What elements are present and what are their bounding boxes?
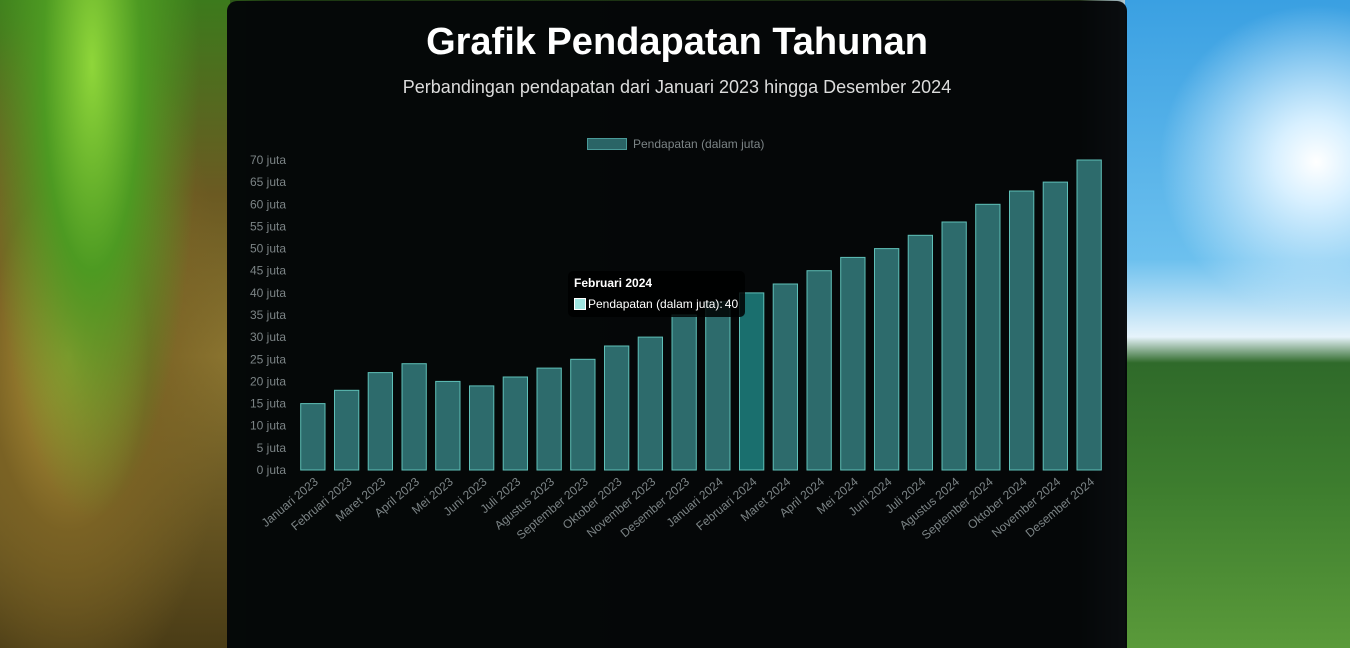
legend-label: Pendapatan (dalam juta)	[633, 137, 765, 151]
background-right-scenery	[1125, 0, 1350, 648]
bar-november-2024[interactable]	[1042, 181, 1069, 471]
tooltip-swatch	[574, 298, 586, 310]
background-left-scenery	[0, 0, 230, 648]
bar-juli-2024[interactable]	[907, 234, 934, 471]
bar-desember-2024[interactable]	[1076, 159, 1102, 471]
chart-panel: Grafik Pendapatan Tahunan Perbandingan p…	[227, 1, 1127, 648]
bar-november-2023[interactable]	[637, 336, 664, 471]
chart-tooltip: Februari 2024 Pendapatan (dalam juta): 4…	[568, 271, 745, 317]
bar-januari-2023[interactable]	[300, 403, 326, 471]
bar-agustus-2023[interactable]	[536, 367, 562, 471]
bar-april-2023[interactable]	[401, 363, 427, 471]
bar-september-2024[interactable]	[975, 203, 1001, 471]
bar-agustus-2024[interactable]	[941, 221, 967, 471]
bar-februari-2023[interactable]	[334, 389, 360, 471]
bar-juli-2023[interactable]	[502, 376, 529, 471]
bar-maret-2023[interactable]	[367, 372, 393, 471]
chart-legend[interactable]: Pendapatan (dalam juta)	[587, 136, 764, 152]
y-tick-label: 25 juta	[250, 352, 286, 366]
y-tick-label: 30 juta	[250, 330, 286, 344]
y-tick-label: 50 juta	[250, 242, 286, 256]
y-tick-label: 15 juta	[250, 397, 286, 411]
legend-swatch	[587, 138, 627, 150]
page-title: Grafik Pendapatan Tahunan	[426, 21, 928, 63]
y-tick-label: 35 juta	[250, 308, 286, 322]
bar-desember-2023[interactable]	[671, 314, 697, 471]
bar-maret-2024[interactable]	[772, 283, 799, 471]
y-tick-label: 45 juta	[250, 264, 286, 278]
y-tick-label: 40 juta	[250, 286, 286, 300]
y-tick-label: 20 juta	[250, 374, 286, 388]
bar-mei-2023[interactable]	[435, 380, 461, 471]
bar-april-2024[interactable]	[806, 270, 832, 471]
page-subtitle: Perbandingan pendapatan dari Januari 202…	[402, 77, 952, 97]
bar-januari-2024[interactable]	[705, 301, 731, 471]
y-tick-label: 60 juta	[250, 197, 286, 211]
bar-juni-2024[interactable]	[874, 248, 900, 471]
y-tick-label: 5 juta	[257, 441, 287, 455]
tooltip-label: Pendapatan (dalam juta):	[588, 297, 723, 311]
y-tick-label: 10 juta	[250, 419, 286, 433]
bar-mei-2024[interactable]	[840, 256, 866, 471]
y-tick-label: 55 juta	[250, 219, 286, 233]
bar-oktober-2024[interactable]	[1009, 190, 1035, 471]
y-tick-label: 65 juta	[250, 175, 286, 189]
y-tick-label: 0 juta	[257, 463, 287, 477]
bar-september-2023[interactable]	[570, 358, 596, 471]
bar-februari-2024[interactable]	[739, 292, 765, 471]
tooltip-value: 40	[724, 297, 739, 311]
y-tick-label: 70 juta	[250, 153, 286, 167]
tooltip-title: Februari 2024	[574, 276, 653, 290]
bar-chart: 0 juta 5 juta 10 juta 15 juta 20 juta 25 juta…	[250, 153, 1102, 542]
bar-oktober-2023[interactable]	[604, 345, 630, 471]
bar-juni-2023[interactable]	[469, 385, 495, 471]
